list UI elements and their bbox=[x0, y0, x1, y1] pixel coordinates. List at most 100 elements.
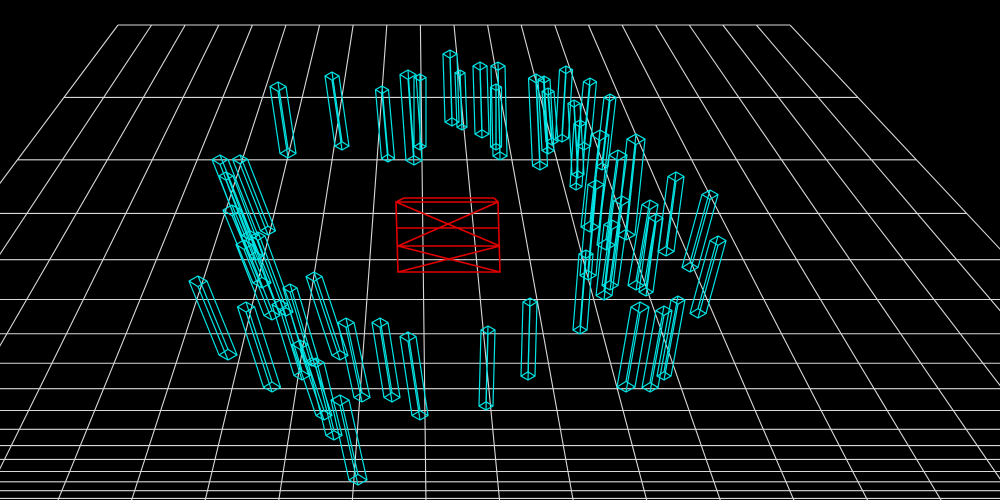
pillar-edge bbox=[479, 61, 483, 130]
pillar-edge bbox=[339, 394, 359, 475]
pillar-edge bbox=[579, 258, 587, 335]
pillar-edge bbox=[609, 205, 623, 291]
pillar-edge bbox=[689, 199, 711, 273]
pillar bbox=[269, 81, 297, 159]
pillar-edge bbox=[315, 357, 335, 431]
pillar-edge bbox=[239, 154, 269, 227]
pillar bbox=[689, 235, 727, 319]
pillar-edge bbox=[605, 160, 619, 251]
pillar-edge bbox=[257, 231, 287, 308]
pillar-edge bbox=[649, 305, 665, 383]
pillar-edge bbox=[665, 171, 677, 247]
pillar-edge bbox=[579, 103, 585, 175]
pillar-edge bbox=[537, 79, 543, 151]
pillar-edge bbox=[348, 399, 368, 481]
pillar-edge bbox=[625, 312, 641, 393]
pillar-edge bbox=[697, 245, 719, 319]
pillar-edge bbox=[534, 301, 538, 377]
pillar-edge bbox=[345, 317, 363, 393]
pillar-edge bbox=[601, 200, 615, 286]
pillar bbox=[601, 195, 631, 291]
grid-line-column bbox=[655, 24, 942, 500]
pillar-edge bbox=[206, 280, 238, 356]
pillar-edge bbox=[236, 306, 265, 388]
pillar bbox=[595, 219, 621, 301]
pillar-edge bbox=[289, 283, 313, 358]
target-box bbox=[395, 197, 501, 273]
pillar-edge bbox=[649, 315, 665, 393]
pillar-edge bbox=[638, 217, 650, 293]
pillar-group bbox=[188, 49, 727, 486]
pillar-edge bbox=[504, 65, 508, 157]
pillar-edge bbox=[407, 79, 415, 166]
pillar-edge bbox=[635, 199, 651, 281]
pillar-edge bbox=[246, 158, 277, 232]
pillar-edge bbox=[673, 176, 685, 252]
grid-line-column bbox=[57, 24, 253, 500]
pillar-edge bbox=[240, 209, 272, 284]
grid-line-column bbox=[0, 24, 186, 347]
pillar bbox=[567, 99, 585, 179]
ground-grid bbox=[0, 24, 1000, 500]
pillar-edge bbox=[277, 91, 289, 159]
pillar-edge bbox=[625, 301, 641, 382]
pillar-edge bbox=[449, 49, 453, 118]
pillar-edge bbox=[586, 253, 594, 331]
pillar-edge bbox=[225, 171, 257, 252]
pillar-edge bbox=[289, 292, 313, 367]
pillar-edge bbox=[663, 304, 679, 381]
pillar-edge bbox=[313, 271, 341, 351]
pillar-bottom-face bbox=[657, 245, 675, 257]
pillar-edge bbox=[561, 65, 567, 135]
pillar-edge bbox=[572, 253, 580, 331]
pillar-edge bbox=[535, 73, 541, 162]
pillar-edge bbox=[573, 99, 579, 171]
pillar-edge bbox=[616, 306, 632, 388]
pillar-edge bbox=[399, 336, 413, 416]
pillar-edge bbox=[250, 235, 280, 313]
pillar bbox=[527, 73, 549, 171]
pillar-edge bbox=[399, 74, 407, 161]
grid-line-column bbox=[0, 24, 119, 185]
pillar-edge bbox=[323, 362, 343, 436]
pillar-edge bbox=[603, 219, 613, 291]
pillar bbox=[337, 317, 371, 403]
pillar-edge bbox=[617, 200, 631, 286]
pillar bbox=[399, 69, 423, 166]
pillar bbox=[250, 231, 294, 317]
grid-line-column bbox=[621, 24, 869, 500]
pillar-edge bbox=[527, 297, 531, 372]
grid-line-column bbox=[0, 24, 220, 470]
pillar-edge bbox=[225, 180, 257, 261]
pillar-edge bbox=[492, 329, 496, 407]
pillar-bottom-face bbox=[248, 251, 264, 261]
pillar-edge bbox=[485, 325, 489, 402]
pillar-edge bbox=[313, 281, 341, 361]
pillar-edge bbox=[331, 71, 343, 142]
pillar bbox=[330, 394, 368, 486]
pillar-edge bbox=[520, 301, 524, 377]
pillar-edge bbox=[243, 249, 273, 321]
pillar-edge bbox=[486, 65, 490, 135]
pillar bbox=[399, 331, 429, 421]
pillar-edge bbox=[663, 295, 679, 372]
pillar-edge bbox=[277, 81, 289, 149]
pillar bbox=[638, 213, 664, 297]
pillar-edge bbox=[456, 53, 460, 123]
pillar-edge bbox=[253, 306, 282, 388]
pillar bbox=[231, 154, 277, 236]
pillar-edge bbox=[374, 89, 383, 159]
pillar-edge bbox=[269, 86, 281, 154]
pillar-edge bbox=[579, 184, 589, 276]
pillar bbox=[616, 301, 650, 393]
pillar-edge bbox=[689, 240, 711, 314]
pillar bbox=[569, 119, 587, 191]
pillar-edge bbox=[587, 179, 597, 271]
pillar-edge bbox=[705, 240, 727, 314]
target-box-edge bbox=[493, 197, 499, 203]
pillar-edge bbox=[305, 276, 333, 356]
pillar-edge bbox=[307, 362, 327, 436]
grid-line-column bbox=[131, 24, 287, 500]
pillar-edge bbox=[611, 224, 621, 296]
